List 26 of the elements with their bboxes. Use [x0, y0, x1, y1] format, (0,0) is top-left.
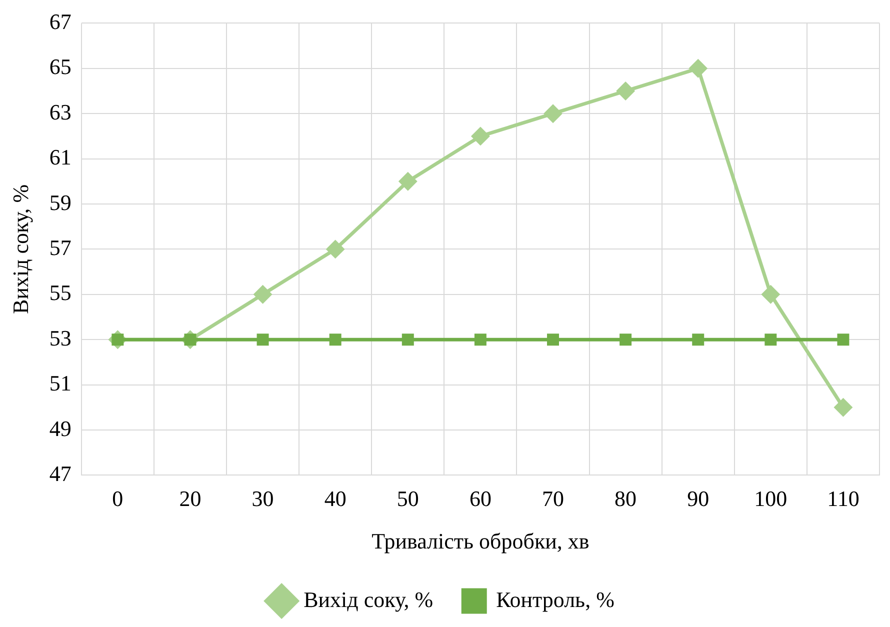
y-tick-label: 57: [49, 234, 72, 260]
y-tick-label: 53: [49, 325, 72, 350]
y-tick-label: 51: [49, 370, 72, 396]
x-tick-label: 70: [542, 486, 564, 512]
y-tick-label: 55: [49, 280, 72, 306]
x-tick-label: 100: [754, 486, 788, 512]
x-tick-label: 60: [469, 486, 492, 512]
x-tick-label: 80: [614, 486, 637, 512]
x-tick-label: 30: [252, 486, 274, 512]
x-tick-label: 90: [687, 486, 710, 512]
y-tick-label: 49: [49, 416, 72, 441]
y-tick-label: 65: [49, 54, 72, 80]
x-tick-label: 20: [179, 486, 202, 512]
legend-label: Вихід соку, %: [304, 586, 434, 612]
y-tick-label: 59: [49, 190, 72, 215]
y-tick-label: 63: [49, 99, 72, 124]
legend-label: Контроль, %: [496, 586, 614, 612]
y-tick-label: 47: [49, 460, 72, 486]
y-tick-label: 61: [49, 144, 72, 170]
y-tick-label: 67: [49, 8, 72, 34]
x-tick-label: 110: [827, 486, 860, 512]
y-axis-title: Вихід соку, %: [8, 184, 33, 314]
x-tick-label: 40: [324, 486, 346, 512]
x-axis-title: Тривалість обробки, хв: [372, 528, 590, 554]
x-tick-label: 50: [396, 486, 419, 512]
x-tick-label: 0: [112, 486, 124, 512]
